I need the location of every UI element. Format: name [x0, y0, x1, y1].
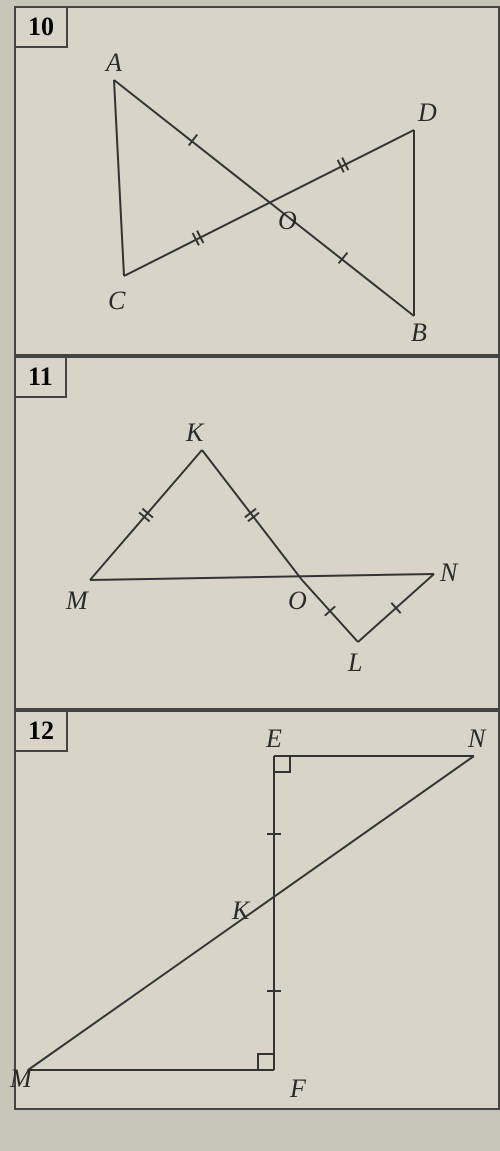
vertex-label: A — [106, 48, 122, 78]
problem-cell: 11 K M O N L — [14, 356, 500, 710]
problem-cell: 12ENKMF — [14, 710, 500, 1110]
geometry-figure — [16, 8, 500, 358]
vertex-label: N — [468, 724, 485, 754]
vertex-label: K — [186, 418, 203, 448]
vertex-label: M — [66, 586, 88, 616]
vertex-label: L — [348, 648, 362, 678]
geometry-figure — [16, 358, 500, 712]
vertex-label: B — [411, 318, 427, 348]
problem-number: 12 — [14, 710, 68, 752]
vertex-label: N — [440, 558, 457, 588]
geometry-figure — [16, 712, 500, 1112]
vertex-label: M — [10, 1064, 32, 1094]
vertex-label: K — [232, 896, 249, 926]
vertex-label: C — [108, 286, 125, 316]
vertex-label: O — [278, 206, 297, 236]
vertex-label: D — [418, 98, 437, 128]
problem-number: 10 — [14, 6, 68, 48]
problem-cell: 10 A D O C B — [14, 6, 500, 356]
problem-number: 11 — [14, 356, 67, 398]
vertex-label: F — [290, 1074, 306, 1104]
vertex-label: O — [288, 586, 307, 616]
vertex-label: E — [266, 724, 282, 754]
